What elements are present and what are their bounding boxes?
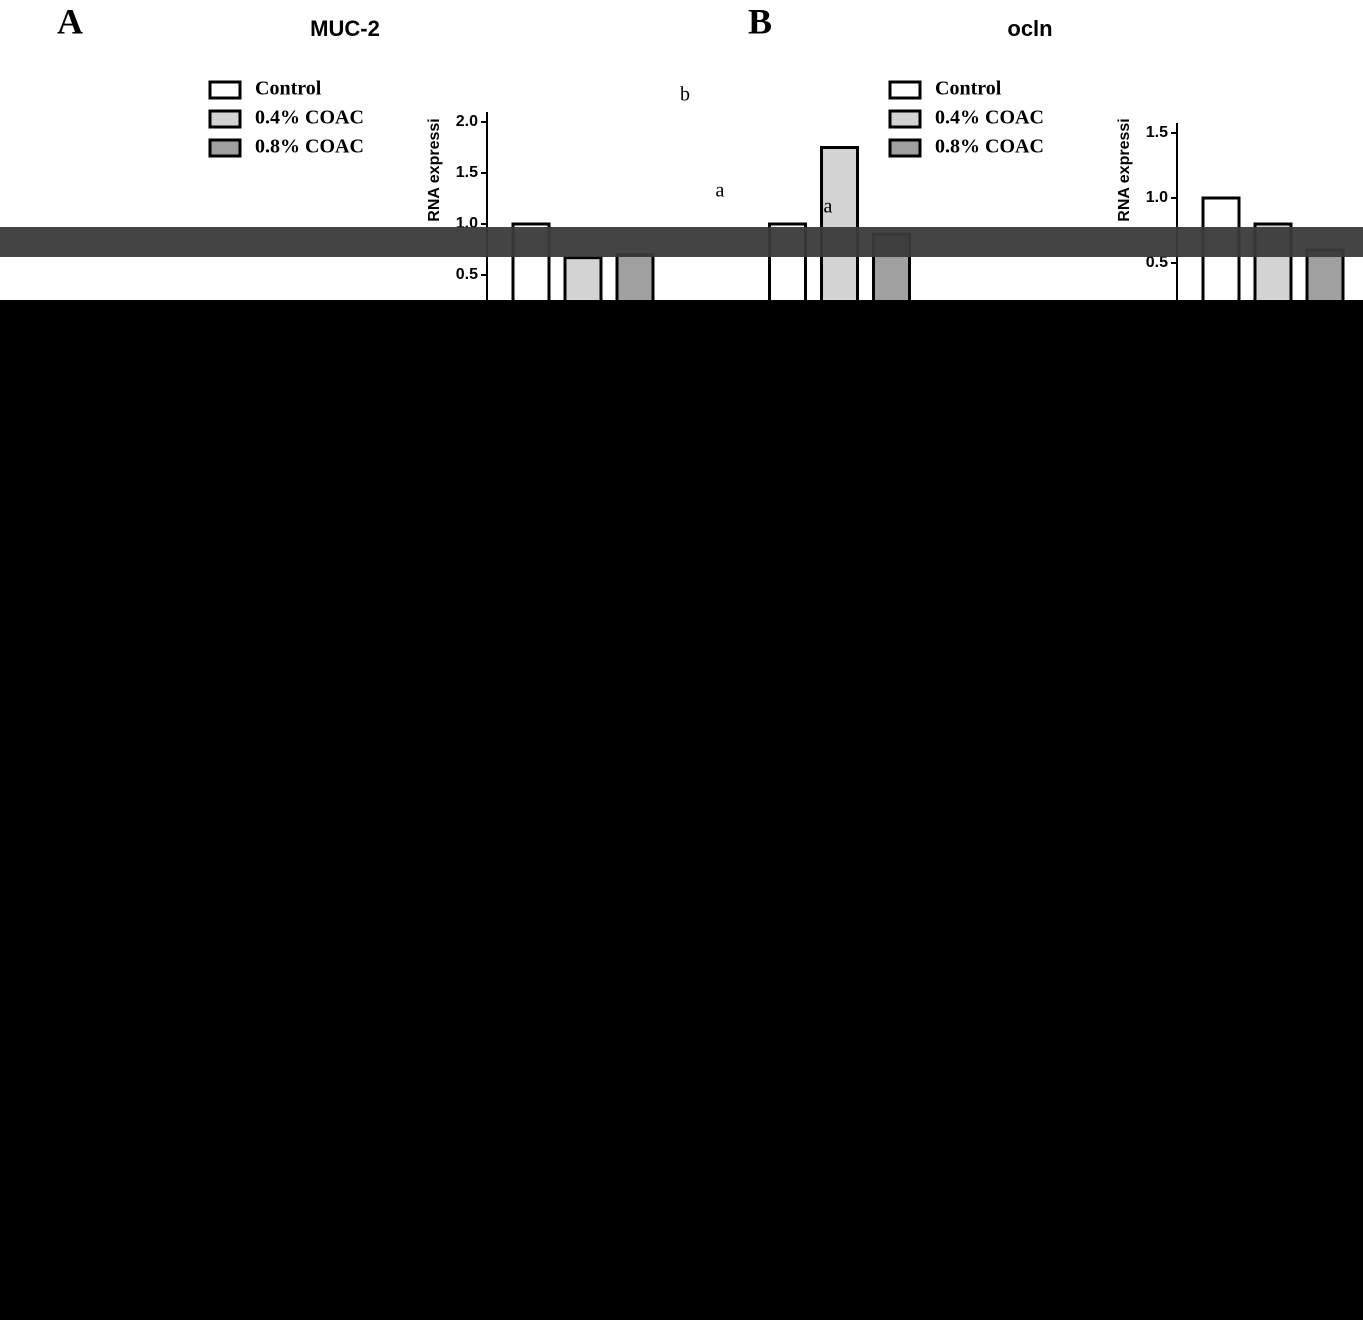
- y-tick-label: 1.5: [1146, 124, 1168, 141]
- legend-swatch: [890, 111, 920, 127]
- legend-swatch: [210, 140, 240, 156]
- legend-swatch: [890, 82, 920, 98]
- chart-title: MUC-2: [310, 16, 380, 41]
- legend-label: 0.4% COAC: [935, 107, 1044, 129]
- y-tick-label: 2.0: [456, 113, 478, 130]
- panel-label: B: [748, 1, 772, 41]
- legend-label: Control: [255, 78, 322, 100]
- y-tick-label: 1.5: [456, 164, 478, 181]
- legend-swatch: [210, 111, 240, 127]
- annotation: a: [824, 196, 833, 218]
- legend-label: 0.8% COAC: [255, 136, 364, 158]
- glitch-band: [0, 227, 1363, 257]
- panel-label: A: [57, 1, 83, 41]
- black-area: [9, 300, 1363, 1320]
- legend-label: Control: [935, 78, 1002, 100]
- page: A MUC-2 RNA expressi 0.5 1.0 1.5 2.0 Control 0.4…: [0, 0, 1363, 1320]
- legend-label: 0.8% COAC: [935, 136, 1044, 158]
- y-tick-label: 0.5: [456, 266, 478, 283]
- chart: A MUC-2 RNA expressi 0.5 1.0 1.5 2.0 Control 0.4…: [0, 0, 1363, 1320]
- y-tick-label: 1.0: [1146, 189, 1168, 206]
- y-axis-label: RNA expressi: [426, 118, 443, 221]
- legend-swatch: [210, 82, 240, 98]
- annotation: b: [680, 84, 690, 106]
- legend-label: 0.4% COAC: [255, 107, 364, 129]
- legend-swatch: [890, 140, 920, 156]
- y-axis-label: RNA expressi: [1116, 118, 1133, 221]
- annotation: a: [716, 180, 725, 202]
- chart-title: ocln: [1007, 16, 1052, 41]
